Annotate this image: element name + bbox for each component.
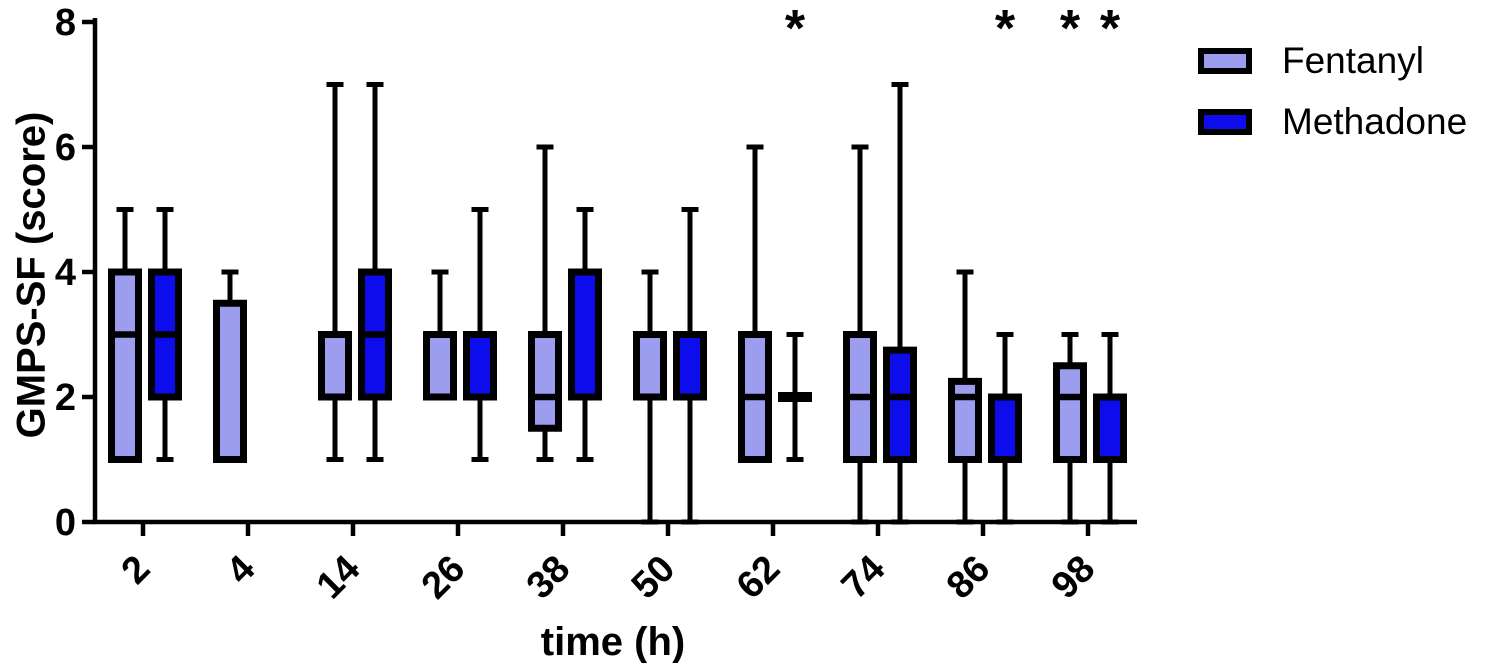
median-bar-methadone-t62 <box>778 392 812 402</box>
box-methadone-t98 <box>1093 393 1127 463</box>
box-methadone-t86 <box>988 393 1022 463</box>
legend-item-fentanyl: Fentanyl <box>1198 42 1467 79</box>
x-tick-label: 14 <box>309 548 369 608</box>
x-tick-label: 74 <box>834 548 894 608</box>
box-methadone-t50 <box>673 331 707 401</box>
y-tick-label: 6 <box>55 127 76 169</box>
box-methadone-t26 <box>463 331 497 401</box>
x-tick-label: 4 <box>219 548 264 593</box>
box-fentanyl-t14 <box>318 331 352 401</box>
box-methadone-t38 <box>568 268 602 401</box>
x-tick-label: 62 <box>729 548 789 608</box>
significance-asterisk-methadone-t98: * <box>1100 0 1121 58</box>
legend: Fentanyl Methadone <box>1198 42 1467 140</box>
significance-asterisk-methadone-t62: * <box>785 0 806 58</box>
x-tick-label: 2 <box>114 548 159 593</box>
y-tick-label: 2 <box>55 377 76 419</box>
box-fentanyl-t86 <box>948 377 982 463</box>
y-axis-title: GMPS-SF (score) <box>9 111 54 439</box>
x-axis-title: time (h) <box>540 620 686 663</box>
box-fentanyl-t50 <box>633 331 667 401</box>
box-fentanyl-t4 <box>213 299 247 463</box>
box-fentanyl-t26 <box>423 331 457 401</box>
fentanyl-box-swatch-icon <box>1198 47 1252 74</box>
x-tick-label: 26 <box>414 548 474 608</box>
legend-label-methadone: Methadone <box>1282 101 1468 142</box>
significance-asterisk-fentanyl-t98: * <box>1060 0 1081 58</box>
legend-item-methadone: Methadone <box>1198 103 1467 140</box>
significance-asterisk-methadone-t86: * <box>995 0 1016 58</box>
x-tick-label: 50 <box>624 548 684 608</box>
box-methadone-t74 <box>883 346 917 463</box>
x-tick-label: 98 <box>1044 548 1104 608</box>
y-tick-label: 8 <box>55 2 76 44</box>
y-tick-label: 4 <box>55 252 76 294</box>
x-tick-label: 86 <box>939 548 999 608</box>
legend-label-fentanyl: Fentanyl <box>1282 40 1424 81</box>
box-fentanyl-t2 <box>108 268 142 463</box>
y-tick-label: 0 <box>55 502 76 544</box>
box-fentanyl-t38 <box>528 331 562 432</box>
x-tick-label: 38 <box>519 548 579 608</box>
box-fentanyl-t98 <box>1053 362 1087 463</box>
methadone-box-swatch-icon <box>1198 108 1252 135</box>
